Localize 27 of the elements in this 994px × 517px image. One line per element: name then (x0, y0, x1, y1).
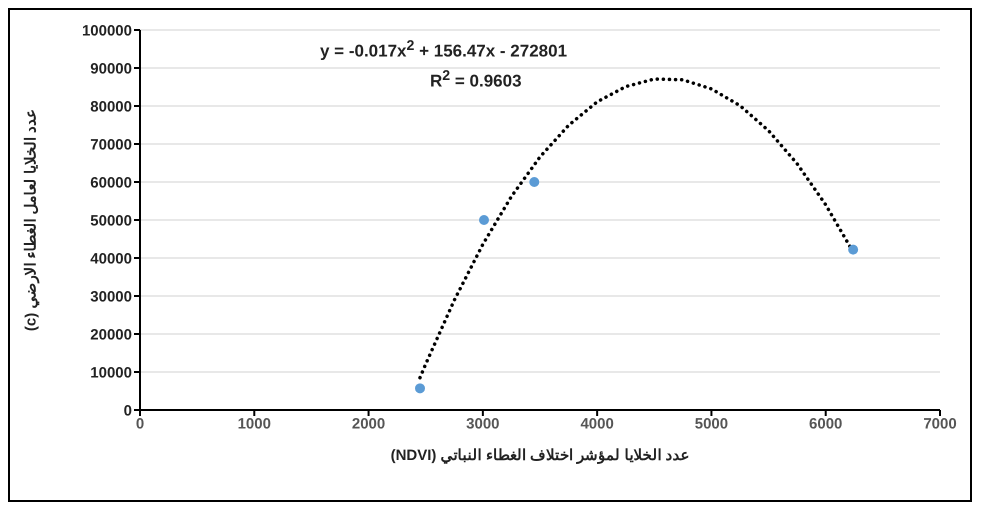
y-tick-label: 90000 (90, 60, 132, 78)
y-axis-title: عدد الخلايا لعامل الغطاء الارضي (c) (22, 108, 40, 332)
y-tick-label: 50000 (90, 212, 132, 230)
y-tick-label: 70000 (90, 136, 132, 154)
x-tick-label: 6000 (809, 416, 842, 433)
annotation: R$^{2}$ = 0.9603 (430, 68, 522, 92)
x-tick-label: 4000 (580, 416, 614, 433)
point (529, 177, 540, 187)
y-tick-label: 0 (124, 402, 132, 420)
x-tick-label: 5000 (694, 416, 728, 433)
y-tick-label: 60000 (90, 174, 132, 192)
x-axis-title: عدد الخلايا لمؤشر اختلاف الغطاء النباتي (NDVI) (390, 447, 690, 465)
point (479, 215, 489, 225)
y-tick-label: 100000 (82, 22, 132, 40)
annotation: y = -0.017x$^{2}$ + 156.47x - 272801 (320, 38, 568, 62)
x-tick-label: 2000 (352, 416, 386, 433)
y-tick-label: 40000 (90, 250, 132, 268)
y-tick-label: 10000 (90, 364, 132, 382)
x-tick-label: 7000 (923, 416, 957, 433)
y-tick-label: 30000 (90, 288, 132, 306)
point (415, 383, 425, 394)
y-tick-label: 80000 (90, 98, 132, 116)
x-tick-label: 0 (136, 416, 144, 433)
y-tick-label: 20000 (90, 326, 132, 344)
x-tick-label: 3000 (466, 416, 500, 433)
point (848, 244, 858, 255)
x-tick-label: 1000 (238, 416, 271, 433)
